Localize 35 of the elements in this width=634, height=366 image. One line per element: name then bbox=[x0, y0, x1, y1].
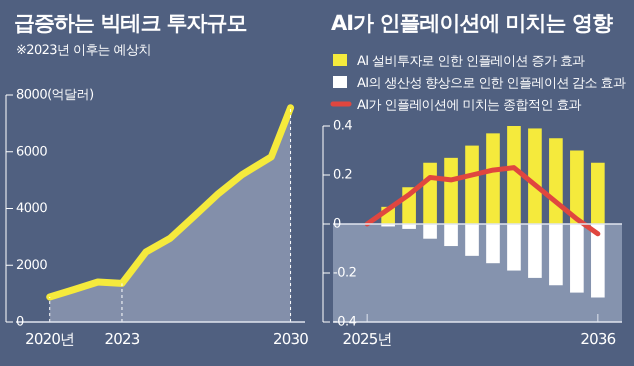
legend-label: AI가 인플레이션에 미치는 종합적인 효과 bbox=[357, 98, 582, 113]
bar bbox=[528, 224, 542, 278]
y-tick-label: 0.2 bbox=[333, 168, 352, 183]
chart-title: 급증하는 빅테크 투자규모 bbox=[14, 11, 247, 35]
bar bbox=[444, 158, 458, 224]
x-tick-label: 2030 bbox=[273, 330, 308, 348]
bar bbox=[528, 128, 542, 224]
bar bbox=[591, 162, 605, 224]
bar bbox=[507, 224, 521, 271]
y-tick-label: 4000 bbox=[16, 201, 48, 216]
bar bbox=[465, 146, 479, 224]
y-tick-label: 6000 bbox=[16, 144, 48, 160]
x-tick-label: 2023 bbox=[104, 330, 140, 348]
bar bbox=[591, 224, 605, 298]
bar bbox=[507, 126, 521, 224]
legend-label: AI의 생산성 향상으로 인한 인플레이션 감소 효과 bbox=[357, 76, 626, 91]
bar bbox=[570, 224, 584, 293]
x-tick-label: 2020년 bbox=[25, 330, 74, 348]
bar bbox=[549, 138, 563, 224]
legend-label: AI 설비투자로 인한 인플레이션 증가 효과 bbox=[357, 54, 586, 69]
x-tick-label: 2036 bbox=[580, 330, 616, 348]
bar bbox=[465, 224, 479, 256]
chart-title: AI가 인플레이션에 미치는 영향 bbox=[331, 11, 613, 35]
y-tick-label: 8000(억달러) bbox=[16, 88, 94, 103]
y-tick-label: -0.2 bbox=[333, 266, 356, 281]
bar bbox=[444, 224, 458, 246]
y-tick-label: 0.4 bbox=[333, 118, 352, 134]
bar bbox=[570, 150, 584, 224]
bar bbox=[486, 133, 500, 224]
bar bbox=[549, 224, 563, 286]
chart-subtitle: ※2023년 이후는 예상치 bbox=[16, 43, 151, 58]
x-tick-label: 2025년 bbox=[342, 330, 392, 348]
bar bbox=[486, 224, 500, 264]
bar bbox=[423, 224, 437, 239]
y-tick-label: 2000 bbox=[16, 258, 48, 273]
